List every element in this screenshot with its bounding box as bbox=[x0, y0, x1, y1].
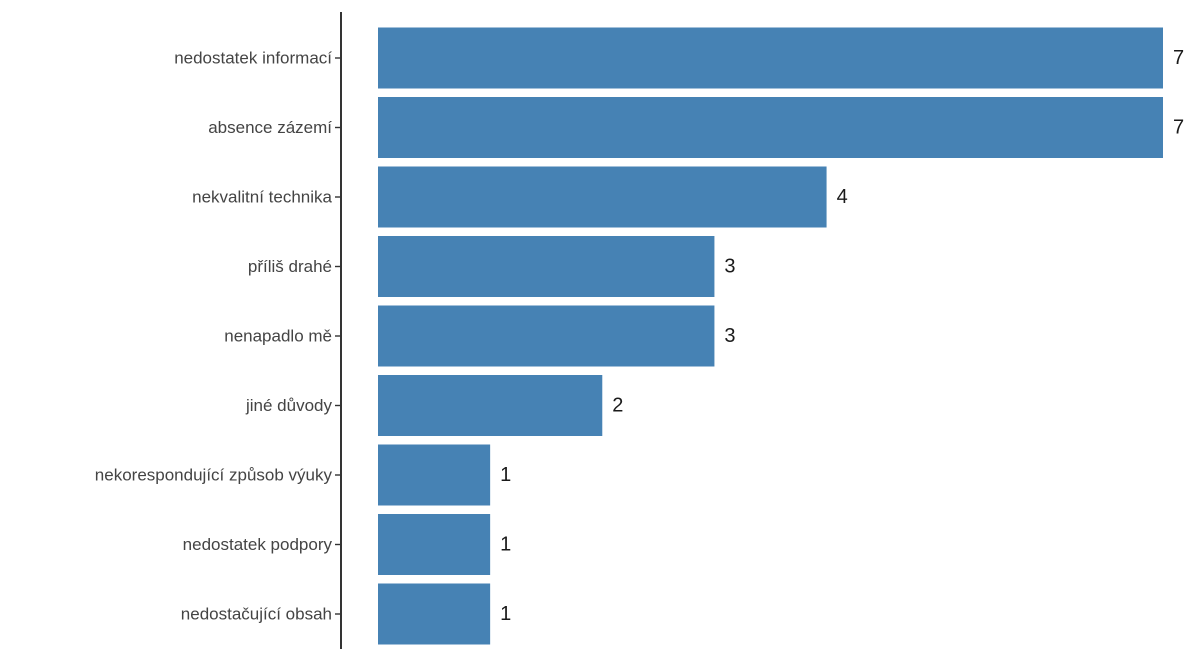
category-label: nedostatek podpory bbox=[183, 535, 333, 554]
category-label: příliš drahé bbox=[248, 257, 332, 276]
category-label: nekorespondující způsob výuky bbox=[95, 466, 333, 485]
bar bbox=[378, 375, 603, 436]
bar bbox=[378, 27, 1163, 89]
value-label: 7 bbox=[1173, 117, 1184, 139]
bar bbox=[378, 236, 715, 297]
bar bbox=[378, 166, 827, 228]
category-label: nenapadlo mě bbox=[224, 327, 332, 346]
value-label: 1 bbox=[500, 464, 511, 486]
category-label: nekvalitní technika bbox=[192, 188, 332, 207]
value-label: 1 bbox=[500, 603, 511, 625]
category-label: jiné důvody bbox=[245, 396, 333, 415]
bar bbox=[378, 444, 491, 506]
y-ticks-group bbox=[335, 57, 341, 615]
value-labels-group: 7 7 4 3 3 2 1 1 1 bbox=[500, 47, 1184, 625]
bar bbox=[378, 514, 491, 575]
bar bbox=[378, 583, 491, 645]
value-label: 1 bbox=[500, 534, 511, 556]
category-label: absence zázemí bbox=[208, 118, 332, 137]
value-label: 3 bbox=[724, 256, 735, 278]
category-label: nedostatek informací bbox=[174, 49, 332, 68]
value-label: 4 bbox=[837, 186, 848, 208]
bar bbox=[378, 97, 1163, 158]
category-label: nedostačující obsah bbox=[181, 605, 332, 624]
bars-group bbox=[378, 27, 1163, 645]
value-label: 2 bbox=[612, 395, 623, 417]
bar bbox=[378, 305, 715, 367]
value-label: 3 bbox=[724, 325, 735, 347]
value-label: 7 bbox=[1173, 47, 1184, 69]
category-labels-group: nedostatek informací absence zázemí nekval… bbox=[95, 49, 333, 624]
